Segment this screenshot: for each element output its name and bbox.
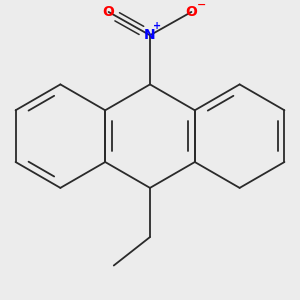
Text: N: N	[144, 28, 156, 42]
Text: O: O	[185, 5, 197, 19]
Text: −: −	[197, 0, 207, 10]
Text: +: +	[153, 21, 161, 31]
Text: O: O	[103, 5, 115, 19]
